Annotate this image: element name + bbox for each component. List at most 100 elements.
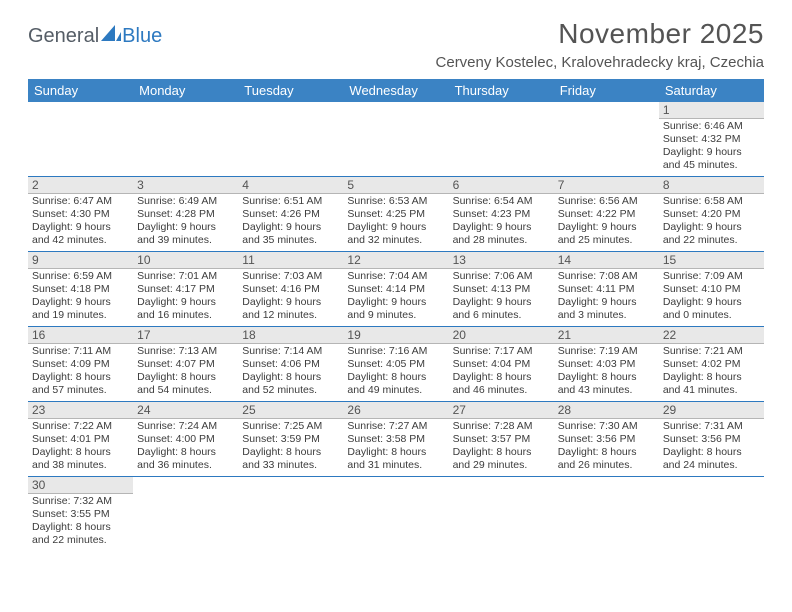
day-number: 2 (28, 177, 133, 194)
day-details: Sunrise: 7:24 AMSunset: 4:00 PMDaylight:… (133, 419, 238, 474)
day-cell: 6Sunrise: 6:54 AMSunset: 4:23 PMDaylight… (449, 177, 554, 251)
day-cell: 5Sunrise: 6:53 AMSunset: 4:25 PMDaylight… (343, 177, 448, 251)
day-number: 25 (238, 402, 343, 419)
day-details: Sunrise: 7:31 AMSunset: 3:56 PMDaylight:… (659, 419, 764, 474)
day-cell: 23Sunrise: 7:22 AMSunset: 4:01 PMDayligh… (28, 402, 133, 476)
day-number: 14 (554, 252, 659, 269)
day-cell: 21Sunrise: 7:19 AMSunset: 4:03 PMDayligh… (554, 327, 659, 401)
day-number: 18 (238, 327, 343, 344)
day-details: Sunrise: 6:58 AMSunset: 4:20 PMDaylight:… (659, 194, 764, 249)
header: General Blue November 2025 Cerveny Koste… (28, 18, 764, 71)
day-cell: 12Sunrise: 7:04 AMSunset: 4:14 PMDayligh… (343, 252, 448, 326)
day-details: Sunrise: 6:59 AMSunset: 4:18 PMDaylight:… (28, 269, 133, 324)
logo-word1: General (28, 25, 99, 48)
dow-cell: Wednesday (343, 79, 448, 102)
day-details: Sunrise: 7:06 AMSunset: 4:13 PMDaylight:… (449, 269, 554, 324)
day-cell: 24Sunrise: 7:24 AMSunset: 4:00 PMDayligh… (133, 402, 238, 476)
day-number: 26 (343, 402, 448, 419)
day-number: 1 (659, 102, 764, 119)
day-details: Sunrise: 7:19 AMSunset: 4:03 PMDaylight:… (554, 344, 659, 399)
day-cell: 7Sunrise: 6:56 AMSunset: 4:22 PMDaylight… (554, 177, 659, 251)
day-details: Sunrise: 7:01 AMSunset: 4:17 PMDaylight:… (133, 269, 238, 324)
day-number: 17 (133, 327, 238, 344)
day-cell: 27Sunrise: 7:28 AMSunset: 3:57 PMDayligh… (449, 402, 554, 476)
week-row: 30Sunrise: 7:32 AMSunset: 3:55 PMDayligh… (28, 477, 764, 551)
day-details: Sunrise: 7:25 AMSunset: 3:59 PMDaylight:… (238, 419, 343, 474)
day-details: Sunrise: 7:21 AMSunset: 4:02 PMDaylight:… (659, 344, 764, 399)
day-cell (28, 102, 133, 176)
day-number: 29 (659, 402, 764, 419)
day-details: Sunrise: 7:11 AMSunset: 4:09 PMDaylight:… (28, 344, 133, 399)
day-cell: 2Sunrise: 6:47 AMSunset: 4:30 PMDaylight… (28, 177, 133, 251)
day-number: 28 (554, 402, 659, 419)
day-number: 24 (133, 402, 238, 419)
week-row: 2Sunrise: 6:47 AMSunset: 4:30 PMDaylight… (28, 177, 764, 252)
day-number: 13 (449, 252, 554, 269)
day-details: Sunrise: 7:14 AMSunset: 4:06 PMDaylight:… (238, 344, 343, 399)
day-cell: 20Sunrise: 7:17 AMSunset: 4:04 PMDayligh… (449, 327, 554, 401)
calendar: SundayMondayTuesdayWednesdayThursdayFrid… (28, 79, 764, 551)
day-number: 16 (28, 327, 133, 344)
dow-cell: Monday (133, 79, 238, 102)
day-cell (449, 477, 554, 551)
day-cell: 9Sunrise: 6:59 AMSunset: 4:18 PMDaylight… (28, 252, 133, 326)
day-details: Sunrise: 7:03 AMSunset: 4:16 PMDaylight:… (238, 269, 343, 324)
dow-cell: Thursday (449, 79, 554, 102)
day-cell: 18Sunrise: 7:14 AMSunset: 4:06 PMDayligh… (238, 327, 343, 401)
day-number: 8 (659, 177, 764, 194)
day-number: 19 (343, 327, 448, 344)
day-cell: 25Sunrise: 7:25 AMSunset: 3:59 PMDayligh… (238, 402, 343, 476)
week-row: 1Sunrise: 6:46 AMSunset: 4:32 PMDaylight… (28, 102, 764, 177)
day-details: Sunrise: 7:16 AMSunset: 4:05 PMDaylight:… (343, 344, 448, 399)
day-cell: 15Sunrise: 7:09 AMSunset: 4:10 PMDayligh… (659, 252, 764, 326)
day-details: Sunrise: 7:13 AMSunset: 4:07 PMDaylight:… (133, 344, 238, 399)
title-block: November 2025 Cerveny Kostelec, Kraloveh… (436, 18, 764, 71)
day-details: Sunrise: 6:56 AMSunset: 4:22 PMDaylight:… (554, 194, 659, 249)
day-cell: 1Sunrise: 6:46 AMSunset: 4:32 PMDaylight… (659, 102, 764, 176)
dow-cell: Sunday (28, 79, 133, 102)
logo-sail-icon (101, 24, 121, 48)
dow-cell: Tuesday (238, 79, 343, 102)
day-details: Sunrise: 7:09 AMSunset: 4:10 PMDaylight:… (659, 269, 764, 324)
weeks-container: 1Sunrise: 6:46 AMSunset: 4:32 PMDaylight… (28, 102, 764, 551)
day-cell: 14Sunrise: 7:08 AMSunset: 4:11 PMDayligh… (554, 252, 659, 326)
day-details: Sunrise: 7:04 AMSunset: 4:14 PMDaylight:… (343, 269, 448, 324)
day-cell: 16Sunrise: 7:11 AMSunset: 4:09 PMDayligh… (28, 327, 133, 401)
day-number: 27 (449, 402, 554, 419)
day-details: Sunrise: 7:17 AMSunset: 4:04 PMDaylight:… (449, 344, 554, 399)
dow-cell: Saturday (659, 79, 764, 102)
day-number: 15 (659, 252, 764, 269)
day-cell (133, 477, 238, 551)
week-row: 23Sunrise: 7:22 AMSunset: 4:01 PMDayligh… (28, 402, 764, 477)
day-details: Sunrise: 6:51 AMSunset: 4:26 PMDaylight:… (238, 194, 343, 249)
logo: General Blue (28, 18, 162, 48)
day-cell (238, 477, 343, 551)
day-number: 7 (554, 177, 659, 194)
day-cell: 30Sunrise: 7:32 AMSunset: 3:55 PMDayligh… (28, 477, 133, 551)
day-details: Sunrise: 6:47 AMSunset: 4:30 PMDaylight:… (28, 194, 133, 249)
day-cell (133, 102, 238, 176)
day-cell: 8Sunrise: 6:58 AMSunset: 4:20 PMDaylight… (659, 177, 764, 251)
day-cell (449, 102, 554, 176)
day-cell (659, 477, 764, 551)
day-number: 12 (343, 252, 448, 269)
day-number: 22 (659, 327, 764, 344)
day-details: Sunrise: 7:08 AMSunset: 4:11 PMDaylight:… (554, 269, 659, 324)
days-of-week-row: SundayMondayTuesdayWednesdayThursdayFrid… (28, 79, 764, 102)
day-details: Sunrise: 6:46 AMSunset: 4:32 PMDaylight:… (659, 119, 764, 174)
day-number: 3 (133, 177, 238, 194)
day-number: 5 (343, 177, 448, 194)
day-number: 11 (238, 252, 343, 269)
day-details: Sunrise: 7:27 AMSunset: 3:58 PMDaylight:… (343, 419, 448, 474)
day-cell: 13Sunrise: 7:06 AMSunset: 4:13 PMDayligh… (449, 252, 554, 326)
day-details: Sunrise: 6:53 AMSunset: 4:25 PMDaylight:… (343, 194, 448, 249)
day-number: 23 (28, 402, 133, 419)
week-row: 9Sunrise: 6:59 AMSunset: 4:18 PMDaylight… (28, 252, 764, 327)
day-details: Sunrise: 6:54 AMSunset: 4:23 PMDaylight:… (449, 194, 554, 249)
day-cell: 28Sunrise: 7:30 AMSunset: 3:56 PMDayligh… (554, 402, 659, 476)
day-cell: 3Sunrise: 6:49 AMSunset: 4:28 PMDaylight… (133, 177, 238, 251)
logo-word2: Blue (122, 25, 162, 48)
day-cell: 26Sunrise: 7:27 AMSunset: 3:58 PMDayligh… (343, 402, 448, 476)
day-number: 10 (133, 252, 238, 269)
day-cell (238, 102, 343, 176)
